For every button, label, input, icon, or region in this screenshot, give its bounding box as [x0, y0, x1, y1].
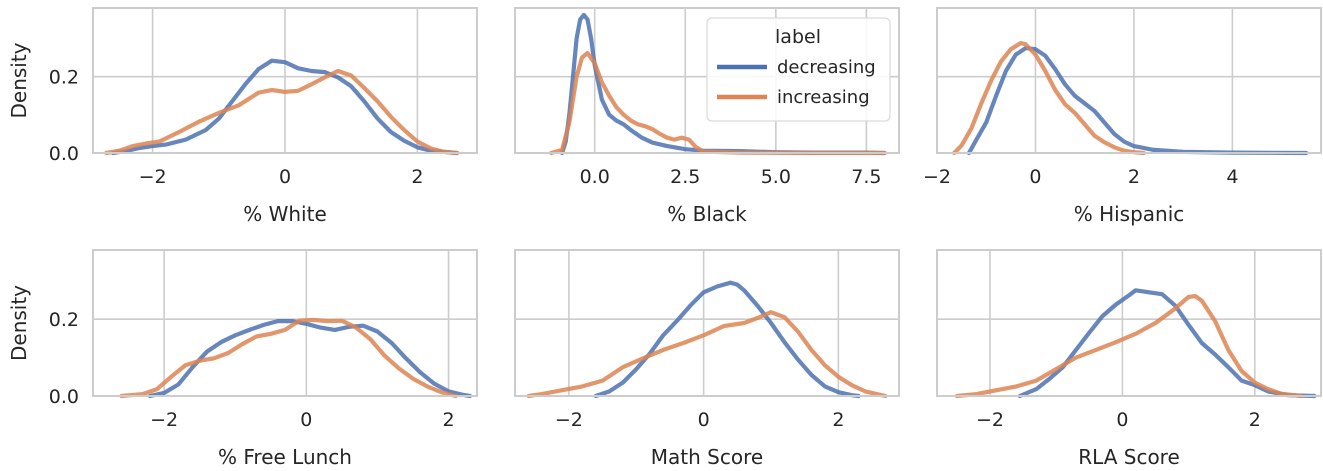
- x-tick-label: 2.5: [670, 166, 700, 188]
- x-tick-label: 0: [1029, 166, 1041, 188]
- legend-label-decreasing: decreasing: [777, 57, 876, 78]
- x-axis-label: % Free Lunch: [218, 445, 352, 469]
- x-tick-label: 0: [1116, 409, 1128, 431]
- x-tick-label: 2: [411, 166, 423, 188]
- x-tick-label: 2: [443, 409, 455, 431]
- x-axis-label: RLA Score: [1078, 445, 1180, 469]
- x-tick-label: 4: [1226, 166, 1238, 188]
- y-tick-label: 0.2: [49, 67, 79, 89]
- x-axis-label: % Hispanic: [1074, 202, 1185, 226]
- axes-frame: [514, 7, 900, 154]
- series-decreasing-line: [966, 45, 1309, 156]
- x-tick-label: −2: [976, 409, 1004, 431]
- x-axis-label: Math Score: [651, 445, 763, 469]
- x-tick-label: 2: [832, 409, 844, 431]
- x-tick-label: −2: [150, 409, 178, 431]
- series-increasing-line: [954, 294, 1304, 399]
- axes-frame: [92, 249, 478, 397]
- legend-title: label: [775, 26, 821, 48]
- panels: −2 0 2 0.0 0.2 % White Density 0.0 2.5 5.0 7.5 % Bl…: [7, 7, 1322, 469]
- panel-5: −2 0 2 Math Score: [514, 249, 900, 469]
- x-axis-label: % White: [243, 202, 327, 226]
- series-decreasing-line: [1017, 288, 1317, 399]
- series-decreasing-line: [147, 319, 472, 399]
- axes-frame: [936, 7, 1322, 154]
- series-decreasing-line: [593, 280, 861, 399]
- x-tick-label: 7.5: [851, 166, 881, 188]
- legend-label-increasing: increasing: [777, 87, 870, 108]
- y-tick-label: 0.0: [49, 143, 79, 165]
- panel-4: −2 0 2 0.0 0.2 % Free Lunch Density: [7, 249, 478, 469]
- x-tick-label: 5.0: [761, 166, 791, 188]
- x-tick-label: 2: [1128, 166, 1140, 188]
- x-tick-label: −2: [139, 166, 167, 188]
- panel-3: −2 0 2 4 % Hispanic: [923, 7, 1322, 226]
- series-increasing-line: [119, 317, 458, 399]
- axes-frame: [936, 249, 1322, 397]
- axes-frame: [514, 249, 900, 397]
- x-tick-label: −2: [923, 166, 951, 188]
- x-tick-label: 0: [279, 166, 291, 188]
- legend: label decreasing increasing: [706, 17, 891, 122]
- x-tick-label: 0: [698, 409, 710, 431]
- x-tick-label: 2: [1249, 409, 1261, 431]
- x-tick-label: 0: [300, 409, 312, 431]
- series-increasing-line: [104, 68, 460, 156]
- panel-6: −2 0 2 RLA Score: [936, 249, 1322, 469]
- series-increasing-line: [549, 50, 887, 156]
- x-tick-label: −2: [555, 409, 583, 431]
- series-decreasing-line: [110, 58, 460, 156]
- axes-frame: [92, 7, 478, 154]
- y-tick-label: 0.2: [49, 309, 79, 331]
- series-increasing-line: [952, 40, 1146, 156]
- y-axis-label: Density: [7, 42, 31, 118]
- y-tick-label: 0.0: [49, 386, 79, 408]
- x-axis-label: % Black: [667, 202, 747, 226]
- series-increasing-line: [526, 310, 888, 399]
- y-axis-label: Density: [7, 285, 31, 361]
- x-tick-label: 0.0: [580, 166, 610, 188]
- panel-1: −2 0 2 0.0 0.2 % White Density: [7, 7, 478, 226]
